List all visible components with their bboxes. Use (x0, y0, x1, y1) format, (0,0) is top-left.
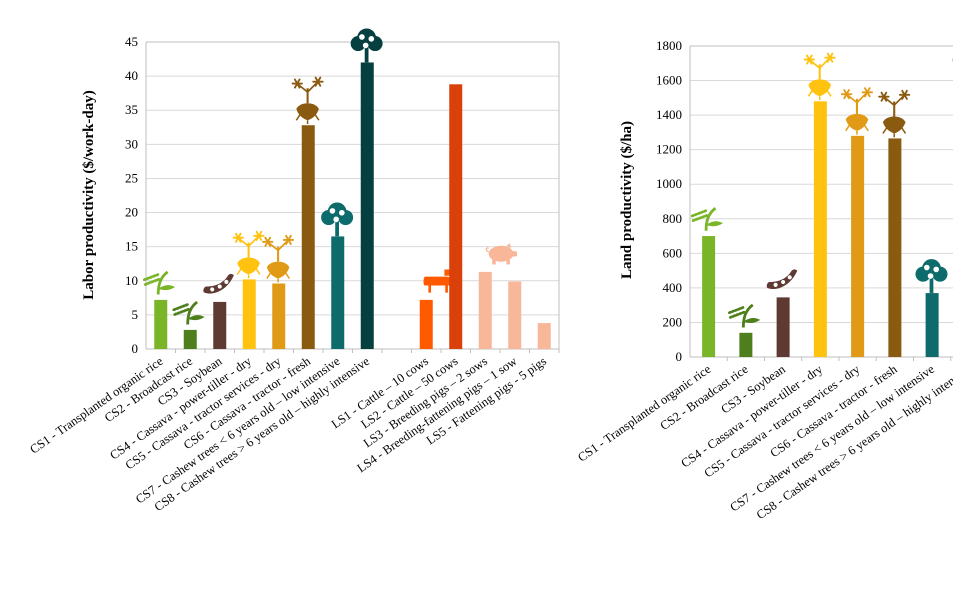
soybean-icon (203, 273, 234, 294)
y-tick-label: 45 (125, 34, 138, 49)
y-tick-label: 1600 (656, 73, 682, 88)
bar (851, 135, 865, 357)
y-tick-label: 20 (125, 205, 138, 220)
cashew-tree-icon (350, 28, 383, 63)
bar (478, 271, 492, 349)
bar (702, 236, 716, 357)
bar (888, 138, 902, 357)
cashew-tree-icon (915, 259, 948, 293)
y-tick-label: 1200 (656, 142, 682, 157)
cassava-icon (262, 234, 295, 283)
cassava-icon (232, 230, 265, 279)
bar (272, 283, 286, 349)
cashew-tree-icon (321, 202, 354, 237)
cassava-icon (840, 87, 873, 135)
y-tick-label: 0 (676, 349, 683, 364)
bar (537, 323, 551, 349)
bar (508, 281, 522, 349)
bar (242, 279, 256, 349)
y-tick-label: 10 (125, 273, 138, 288)
rice-icon (142, 270, 176, 295)
bar (449, 84, 463, 349)
land-productivity-chart: Land productivity ($/ha) 0 200 400 600 800 10… (575, 38, 953, 522)
cassava-icon (878, 89, 911, 138)
y-tick-label: 40 (125, 68, 138, 83)
pig-icon (485, 243, 518, 265)
y-tick-label: 15 (125, 239, 138, 254)
bar (813, 101, 827, 358)
rice-icon (172, 300, 205, 325)
bar (301, 125, 315, 349)
y-tick-label: 30 (125, 136, 138, 151)
y-tick-label: 25 (125, 170, 138, 185)
cassava-icon (291, 76, 324, 125)
y-tick-label: 400 (663, 280, 683, 295)
y-tick-label: 1000 (656, 176, 682, 191)
y-tick-label: 0 (132, 341, 139, 356)
bar (213, 301, 227, 349)
cassava-icon (803, 52, 836, 101)
bar (925, 293, 939, 357)
bar (183, 329, 197, 349)
y-tick-label: 1800 (656, 38, 682, 53)
labor-y-axis-title: Labor productivity ($/work-day) (81, 90, 97, 299)
y-tick-label: 35 (125, 102, 138, 117)
soybean-icon (766, 269, 798, 290)
rice-icon (690, 206, 724, 231)
bar (154, 299, 168, 349)
bar (739, 332, 753, 357)
rice-icon (728, 303, 761, 328)
y-tick-label: 200 (663, 314, 683, 329)
y-tick-label: 1400 (656, 107, 682, 122)
y-tick-label: 800 (663, 211, 683, 226)
bar (776, 297, 790, 357)
land-y-axis-title: Land productivity ($/ha) (619, 121, 635, 279)
labor-productivity-chart: Labor productivity ($/work-day) 0 5 10 15 20… (27, 28, 560, 514)
y-tick-label: 600 (663, 245, 683, 260)
bar (331, 236, 345, 349)
y-tick-label: 5 (132, 307, 139, 322)
bar (419, 299, 433, 349)
bar (360, 62, 374, 349)
